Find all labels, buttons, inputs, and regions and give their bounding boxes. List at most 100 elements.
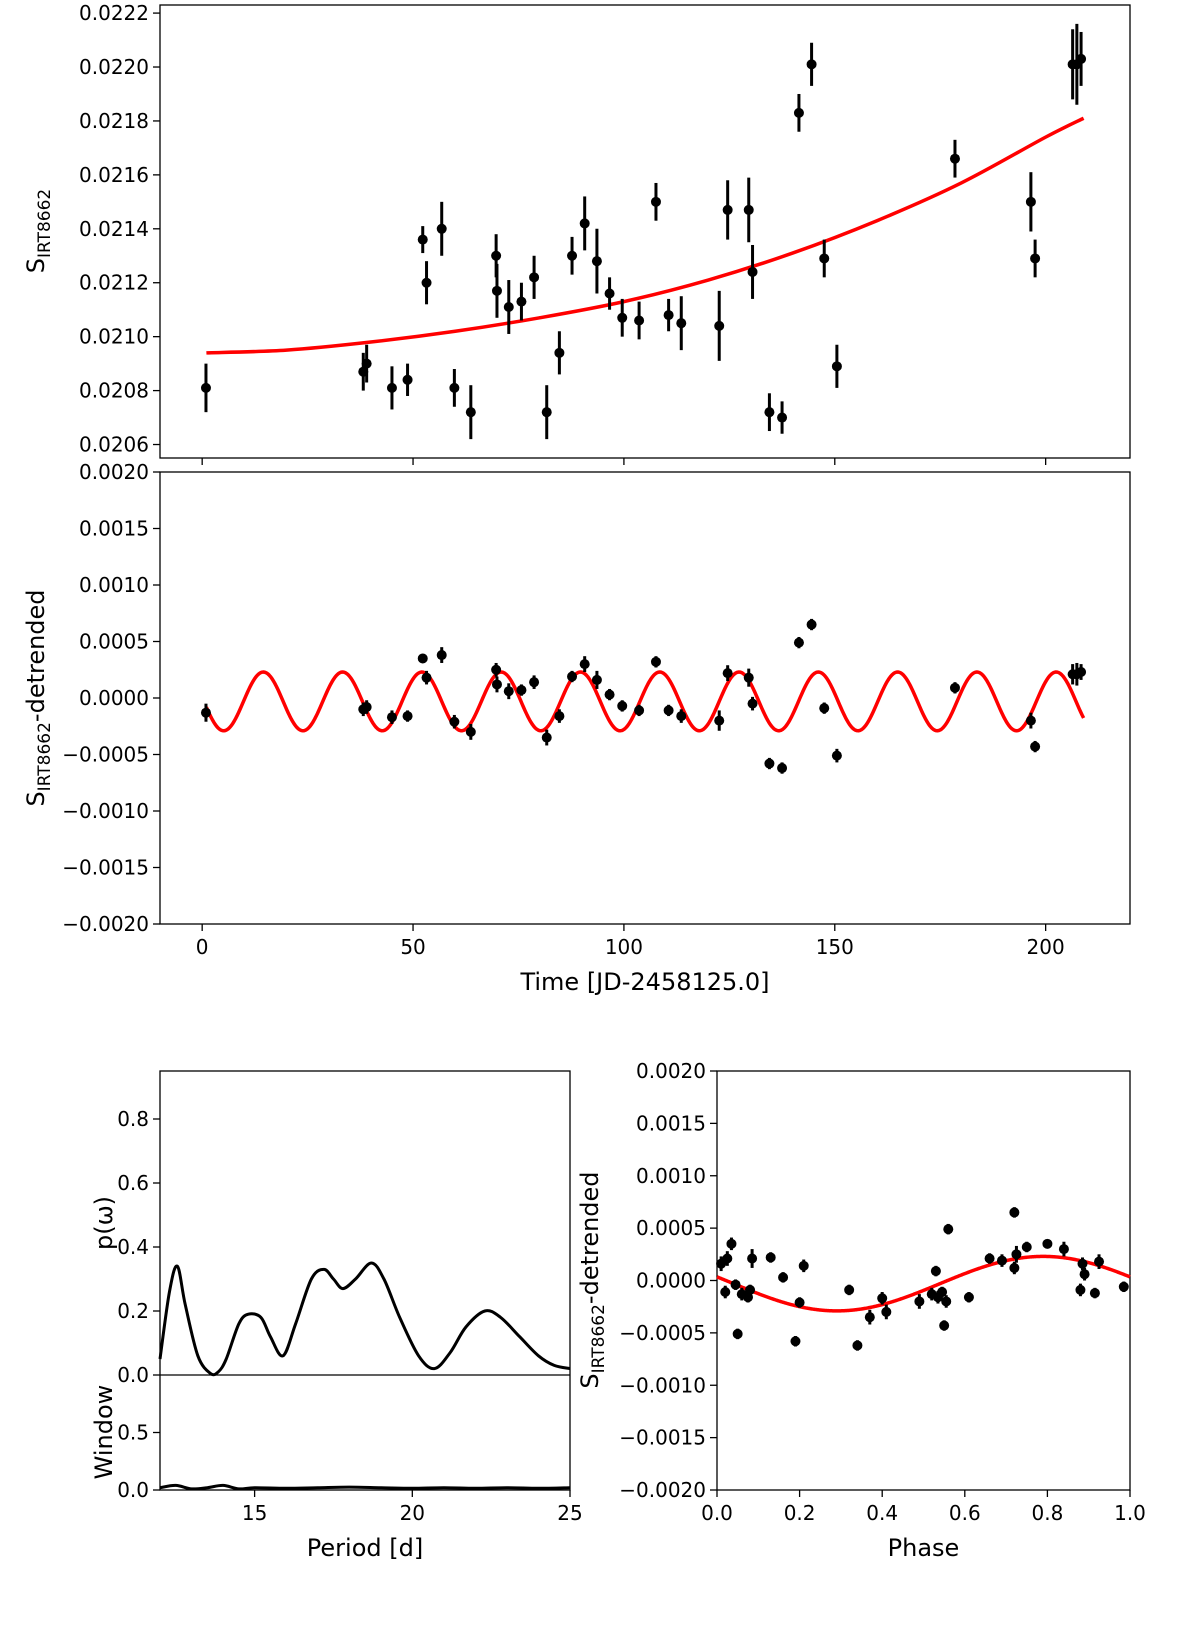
x-tick-label: 1.0 xyxy=(1114,1501,1146,1525)
data-point xyxy=(617,312,628,323)
y-axis-label-suffix: -detrended xyxy=(576,1171,604,1304)
data-point xyxy=(941,1296,952,1307)
data-point xyxy=(743,204,754,215)
data-point xyxy=(634,705,645,716)
y-tick-label: −0.0015 xyxy=(62,856,149,880)
data-point xyxy=(421,277,432,288)
y-axis-label-subscript: IRT8662 xyxy=(35,722,55,791)
y-axis-label: SIRT8662 xyxy=(22,189,55,273)
data-point xyxy=(806,619,817,630)
y-tick-label: 0.0208 xyxy=(79,379,149,403)
data-point xyxy=(1077,1258,1088,1269)
y-tick-label: 0.0206 xyxy=(79,433,149,457)
y-axis-label-main: S xyxy=(576,1373,604,1388)
data-point xyxy=(747,698,758,709)
y-tick-label: 0.0222 xyxy=(79,1,149,25)
data-point xyxy=(554,347,565,358)
data-point xyxy=(491,285,502,296)
y-tick-label: 0.0000 xyxy=(636,1269,706,1293)
y-tick-label: −0.0020 xyxy=(62,912,149,936)
data-point xyxy=(730,1279,741,1290)
data-point xyxy=(720,1287,731,1298)
data-point xyxy=(930,1266,941,1277)
sine-fit-line xyxy=(204,670,1086,733)
data-point xyxy=(1021,1241,1032,1252)
y-axis-label: SIRT8662-detrended xyxy=(22,589,55,806)
data-point xyxy=(777,412,788,423)
data-point xyxy=(722,204,733,215)
data-point xyxy=(1089,1288,1100,1299)
data-point xyxy=(436,650,447,661)
y-tick-label: 0.4 xyxy=(117,1235,149,1259)
data-point xyxy=(541,732,552,743)
y-tick-label: 0.0010 xyxy=(636,1164,706,1188)
plot-frame xyxy=(159,471,1131,925)
data-point xyxy=(747,1253,758,1264)
data-point xyxy=(949,682,960,693)
data-point xyxy=(949,153,960,164)
data-point xyxy=(650,656,661,667)
data-point xyxy=(449,382,460,393)
data-point xyxy=(714,715,725,726)
data-point xyxy=(503,686,514,697)
data-point xyxy=(790,1336,801,1347)
data-point xyxy=(663,705,674,716)
x-tick-label: 200 xyxy=(1027,935,1065,959)
data-point xyxy=(529,677,540,688)
data-point xyxy=(877,1293,888,1304)
y-tick-label: 0.5 xyxy=(117,1421,149,1445)
data-point xyxy=(819,253,830,264)
data-point xyxy=(1009,1207,1020,1218)
x-axis-label: Phase xyxy=(888,1534,960,1562)
data-point xyxy=(831,361,842,372)
y-tick-label: 0.0218 xyxy=(79,109,149,133)
data-point xyxy=(1025,196,1036,207)
y-tick-label: 0.0015 xyxy=(79,517,149,541)
trend-fit-line xyxy=(206,116,1085,355)
y-tick-label: −0.0020 xyxy=(619,1478,706,1502)
data-point xyxy=(1058,1244,1069,1255)
data-point xyxy=(617,700,628,711)
x-tick-label: 0.6 xyxy=(949,1501,981,1525)
panel-detrended-time-series: −0.0020 −0.0015 −0.0010 −0.0005 0.0000 0.0005… xyxy=(22,460,1131,996)
data-point xyxy=(567,671,578,682)
data-point xyxy=(943,1224,954,1235)
data-point xyxy=(1076,53,1087,64)
plot-frame xyxy=(159,4,1131,459)
data-point xyxy=(200,382,211,393)
data-point xyxy=(864,1312,875,1323)
data-point xyxy=(604,288,615,299)
x-tick-label: 0 xyxy=(196,935,209,959)
data-point xyxy=(732,1328,743,1339)
y-tick-label: −0.0005 xyxy=(619,1321,706,1345)
data-point xyxy=(798,1260,809,1271)
data-point xyxy=(449,716,460,727)
data-point xyxy=(591,256,602,267)
y-tick-label: 0.0 xyxy=(117,1478,149,1502)
data-point xyxy=(591,674,602,685)
data-point xyxy=(764,407,775,418)
x-tick-label: 25 xyxy=(557,1501,582,1525)
y-tick-label: 0.2 xyxy=(117,1299,149,1323)
data-point xyxy=(1011,1249,1022,1260)
data-point xyxy=(1030,253,1041,264)
data-point xyxy=(714,320,725,331)
data-point xyxy=(1075,1284,1086,1295)
data-point xyxy=(722,668,733,679)
data-point xyxy=(567,250,578,261)
x-tick-label: 50 xyxy=(400,935,425,959)
x-tick-label: 0.2 xyxy=(784,1501,816,1525)
data-point xyxy=(491,679,502,690)
data-point xyxy=(1094,1256,1105,1267)
y-tick-label: 0.8 xyxy=(117,1107,149,1131)
y-axis-label-suffix: -detrended xyxy=(22,589,50,722)
data-point xyxy=(914,1296,925,1307)
data-point xyxy=(1079,1269,1090,1280)
window-function-line xyxy=(159,1483,571,1491)
data-point xyxy=(984,1253,995,1264)
data-point xyxy=(402,711,413,722)
data-point xyxy=(554,711,565,722)
data-point xyxy=(402,374,413,385)
data-point xyxy=(793,637,804,648)
